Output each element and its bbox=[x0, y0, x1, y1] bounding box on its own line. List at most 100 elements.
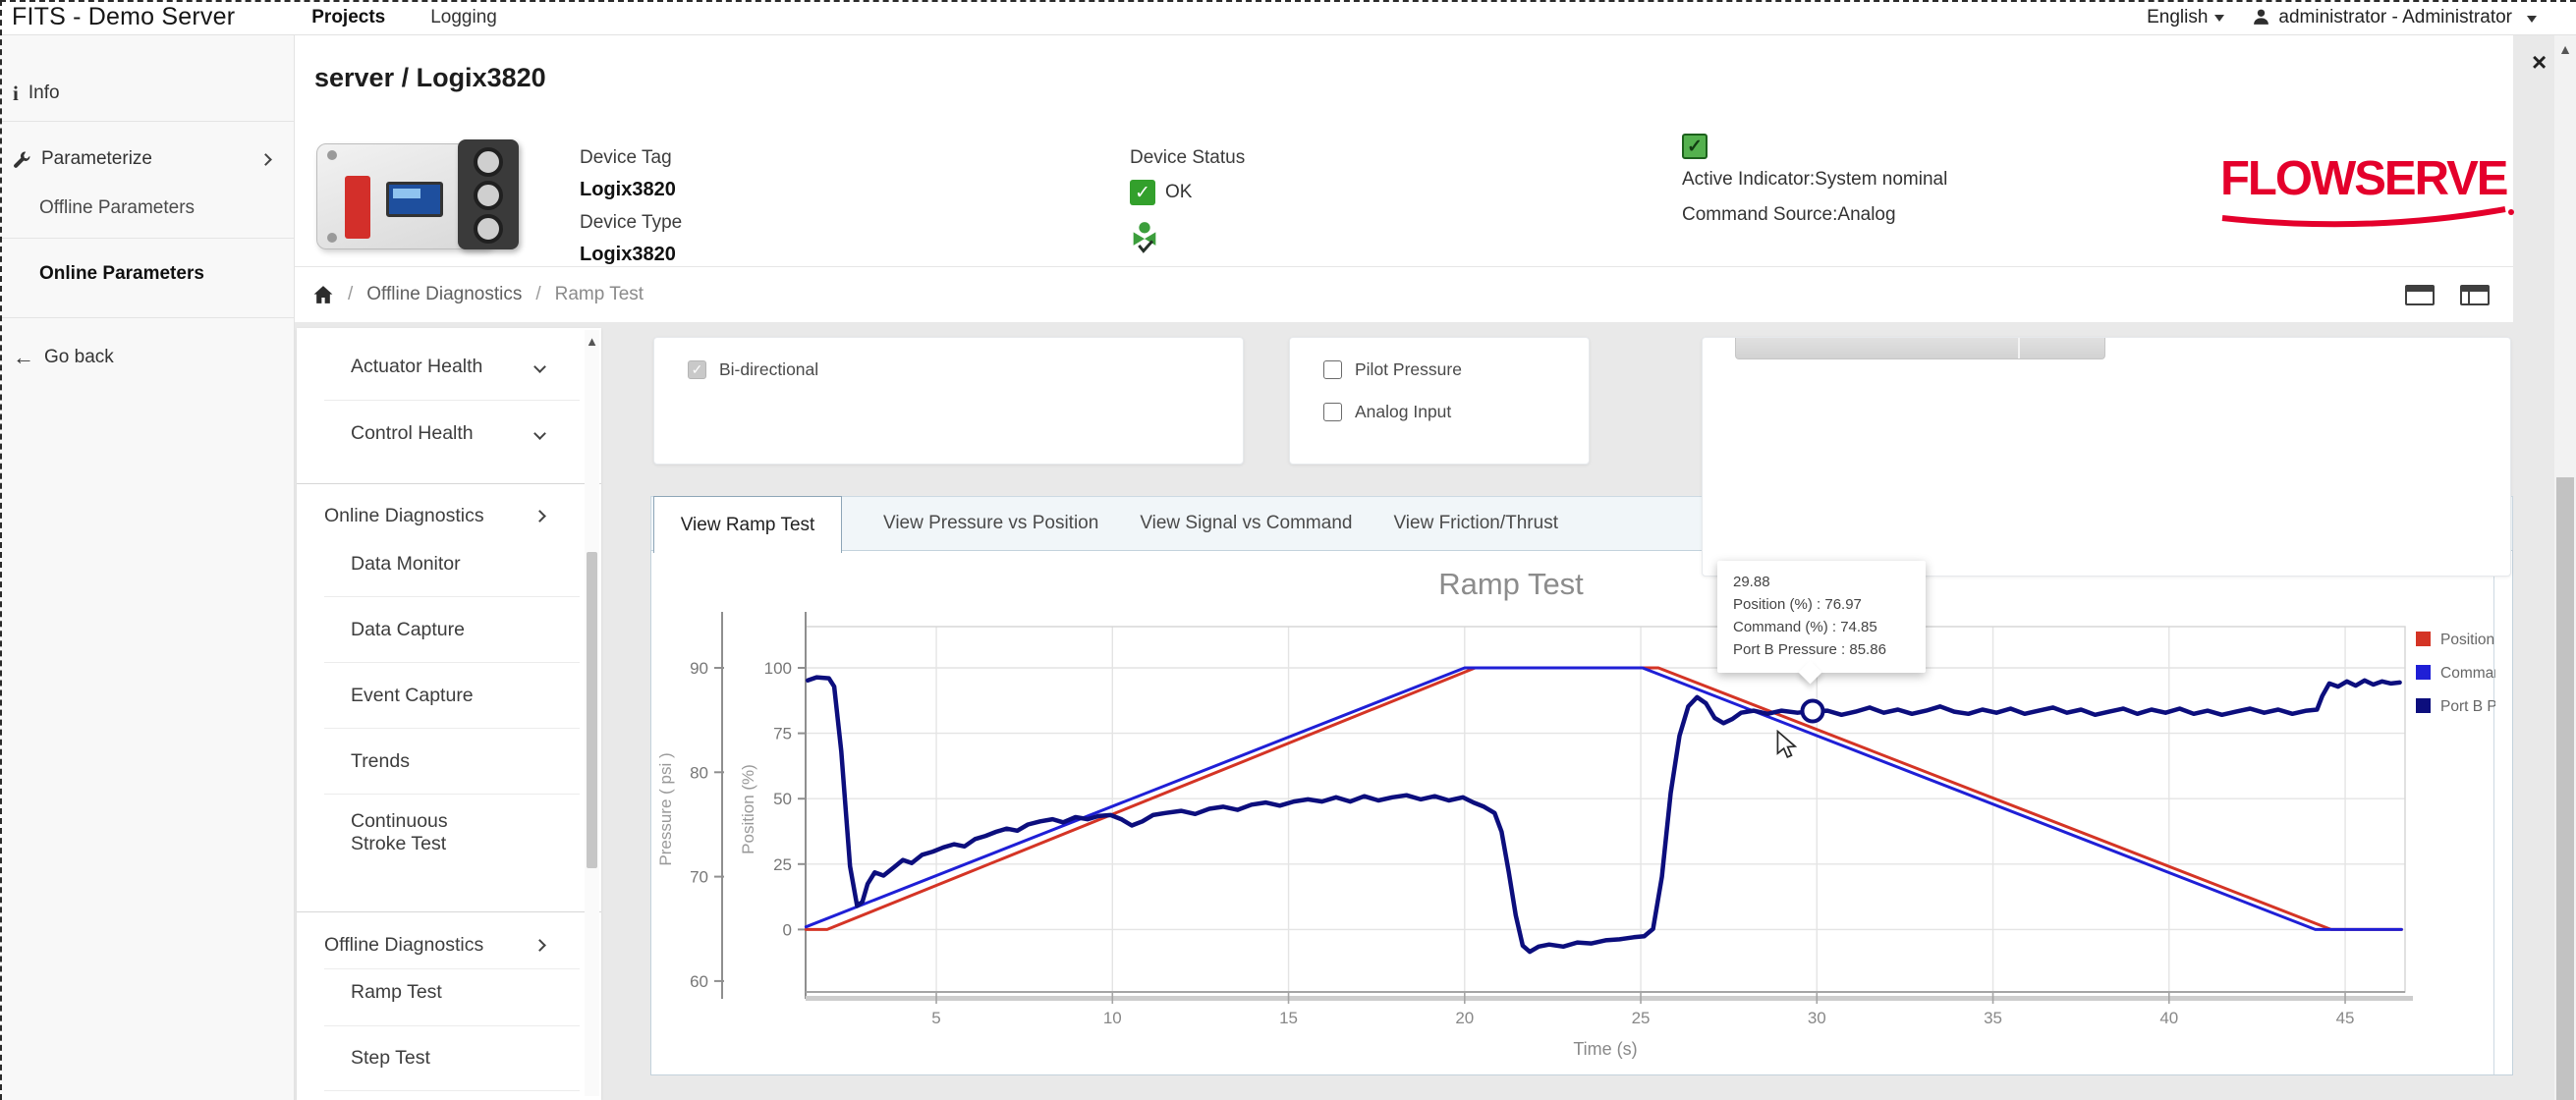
sidebar-item-offline-parameters[interactable]: Offline Parameters bbox=[0, 192, 294, 225]
close-icon[interactable]: × bbox=[2532, 47, 2548, 77]
svg-text:45: 45 bbox=[2336, 1009, 2355, 1027]
device-status-value: OK bbox=[1165, 182, 1193, 202]
svg-text:Pressure ( psi ): Pressure ( psi ) bbox=[656, 752, 675, 865]
nav-logging[interactable]: Logging bbox=[430, 6, 497, 28]
layout-toggle-group bbox=[2405, 284, 2490, 305]
ramp-test-chart[interactable]: 90 80 70 60 100 75 50 25 0 5 10 15 20 25 30 35 40 45 Press… bbox=[651, 551, 2495, 1075]
svg-text:75: 75 bbox=[773, 725, 792, 743]
sidebar-item-info[interactable]: i Info bbox=[0, 77, 294, 110]
menu-item-label: Offline Diagnostics bbox=[324, 933, 484, 956]
language-menu[interactable]: English bbox=[2147, 6, 2225, 28]
scroll-up-icon[interactable]: ▲ bbox=[2558, 41, 2572, 57]
sidebar-item-label: Offline Parameters bbox=[39, 197, 196, 218]
scroll-up-icon[interactable]: ▲ bbox=[586, 334, 598, 349]
svg-text:15: 15 bbox=[1279, 1009, 1298, 1027]
svg-text:60: 60 bbox=[690, 972, 708, 991]
ramp-test-chart-panel: 90 80 70 60 100 75 50 25 0 5 10 15 20 25 30 35 40 45 Press… bbox=[650, 550, 2513, 1075]
tab-view-signal-vs-command[interactable]: View Signal vs Command bbox=[1140, 513, 1353, 533]
layout-split-panel-icon[interactable] bbox=[2460, 284, 2490, 305]
bidirectional-card: ✓ Bi-directional bbox=[653, 337, 1244, 465]
divider bbox=[0, 238, 294, 239]
nav-projects[interactable]: Projects bbox=[311, 6, 386, 28]
menu-item-ramp-test[interactable]: Ramp Test bbox=[297, 975, 601, 1009]
bidirectional-checkbox[interactable]: ✓ bbox=[688, 360, 706, 379]
divider bbox=[324, 1025, 580, 1026]
menu-item-label: Ramp Test bbox=[351, 980, 442, 1003]
command-source-text: Command Source:Analog bbox=[1682, 204, 1896, 225]
device-screen bbox=[386, 182, 443, 217]
menu-item-label: Actuator Health bbox=[351, 355, 483, 377]
svg-text:25: 25 bbox=[1632, 1009, 1651, 1027]
divider bbox=[0, 121, 294, 122]
divider bbox=[324, 1090, 580, 1091]
menu-item-label: Trends bbox=[351, 749, 410, 772]
menu-item-label: Event Capture bbox=[351, 684, 474, 706]
sidebar-item-parameterize[interactable]: Parameterize bbox=[0, 142, 294, 176]
page-title: server / Logix3820 bbox=[314, 63, 546, 92]
flowserve-logo: FLOWSERVE bbox=[2220, 151, 2514, 233]
svg-text:Command (%): Command (%) bbox=[2440, 665, 2495, 682]
indicator-block: ✓ Active Indicator:System nominal Comman… bbox=[1682, 134, 1947, 230]
arrow-left-icon: ← bbox=[13, 345, 34, 369]
menu-item-online-diagnostics[interactable]: Online Diagnostics bbox=[297, 499, 601, 532]
home-icon[interactable] bbox=[312, 285, 334, 304]
svg-text:25: 25 bbox=[773, 855, 792, 874]
divider bbox=[324, 400, 580, 401]
menu-item-actuator-health[interactable]: Actuator Health bbox=[297, 350, 601, 383]
chevron-down-icon bbox=[2214, 14, 2225, 27]
breadcrumb-offline-diagnostics[interactable]: Offline Diagnostics bbox=[366, 284, 523, 304]
menu-item-offline-diagnostics[interactable]: Offline Diagnostics bbox=[297, 928, 601, 962]
menu-item-label: Data Capture bbox=[351, 618, 465, 640]
svg-text:50: 50 bbox=[773, 790, 792, 808]
svg-text:90: 90 bbox=[690, 659, 708, 678]
menu-item-step-test[interactable]: Step Test bbox=[297, 1041, 601, 1074]
tab-view-friction-thrust[interactable]: View Friction/Thrust bbox=[1393, 513, 1558, 533]
chart-tooltip: 29.88 Position (%) : 76.97 Command (%) :… bbox=[1717, 561, 1926, 673]
menu-item-data-capture[interactable]: Data Capture bbox=[297, 613, 601, 646]
active-indicator-check-icon: ✓ bbox=[1682, 134, 1708, 159]
content-area: Actuator Health Control Health Online Diag… bbox=[295, 322, 2554, 1100]
menu-item-event-capture[interactable]: Event Capture bbox=[297, 679, 601, 712]
user-menu[interactable]: administrator - Administrator bbox=[2252, 7, 2537, 28]
layout-single-panel-icon[interactable] bbox=[2405, 284, 2435, 305]
status-ok-check-icon: ✓ bbox=[1130, 180, 1155, 205]
mouse-cursor bbox=[1776, 730, 1797, 758]
device-tag-value: Logix3820 bbox=[580, 179, 676, 200]
plot-inner-edge bbox=[651, 551, 2494, 1074]
device-tag-label: Device Tag bbox=[580, 147, 672, 168]
menu-scrollbar[interactable]: ▲ bbox=[585, 330, 599, 1096]
top-nav: Projects Logging bbox=[311, 7, 497, 28]
truncated-control[interactable] bbox=[1735, 338, 2105, 359]
scrollbar-thumb[interactable] bbox=[2556, 477, 2574, 1100]
menu-item-trends[interactable]: Trends bbox=[297, 744, 601, 778]
menu-item-data-monitor[interactable]: Data Monitor bbox=[297, 547, 601, 580]
language-label: English bbox=[2147, 6, 2209, 28]
svg-text:30: 30 bbox=[1808, 1009, 1826, 1027]
menu-item-control-health[interactable]: Control Health bbox=[297, 416, 601, 450]
tab-view-ramp-test[interactable]: View Ramp Test bbox=[653, 496, 842, 553]
analog-input-checkbox[interactable] bbox=[1323, 403, 1342, 421]
tooltip-time: 29.88 bbox=[1733, 574, 1770, 590]
pilot-pressure-checkbox[interactable] bbox=[1323, 360, 1342, 379]
scrollbar-thumb[interactable] bbox=[587, 552, 597, 868]
device-status-label: Device Status bbox=[1130, 147, 1246, 168]
menu-item-label: Data Monitor bbox=[351, 552, 461, 575]
sidebar-item-online-parameters[interactable]: Online Parameters bbox=[0, 257, 294, 291]
breadcrumb-separator: / bbox=[535, 284, 541, 304]
divider bbox=[324, 596, 580, 597]
bidirectional-label: Bi-directional bbox=[719, 359, 819, 379]
user-label: administrator - Administrator bbox=[2278, 6, 2512, 28]
menu-item-label: Control Health bbox=[351, 421, 474, 444]
tooltip-portb: Port B Pressure : 85.86 bbox=[1733, 641, 1886, 658]
sidebar-item-go-back[interactable]: ← Go back bbox=[0, 341, 294, 374]
pressure-options-card: Pilot Pressure Analog Input bbox=[1289, 337, 1590, 465]
sidebar-item-label: Online Parameters bbox=[39, 263, 204, 284]
chevron-down-icon bbox=[533, 359, 546, 373]
menu-item-continuous-stroke-test[interactable]: Continuous Stroke Test bbox=[297, 798, 601, 868]
chevron-down-icon bbox=[533, 426, 546, 440]
svg-text:80: 80 bbox=[690, 763, 708, 782]
topbar-right-group: English administrator - Administrator bbox=[2147, 7, 2537, 28]
tab-view-pressure-vs-position[interactable]: View Pressure vs Position bbox=[883, 513, 1099, 533]
page-scrollbar[interactable]: ▲ bbox=[2554, 35, 2576, 1100]
device-status-block: Device Status ✓ OK bbox=[1130, 141, 1245, 259]
